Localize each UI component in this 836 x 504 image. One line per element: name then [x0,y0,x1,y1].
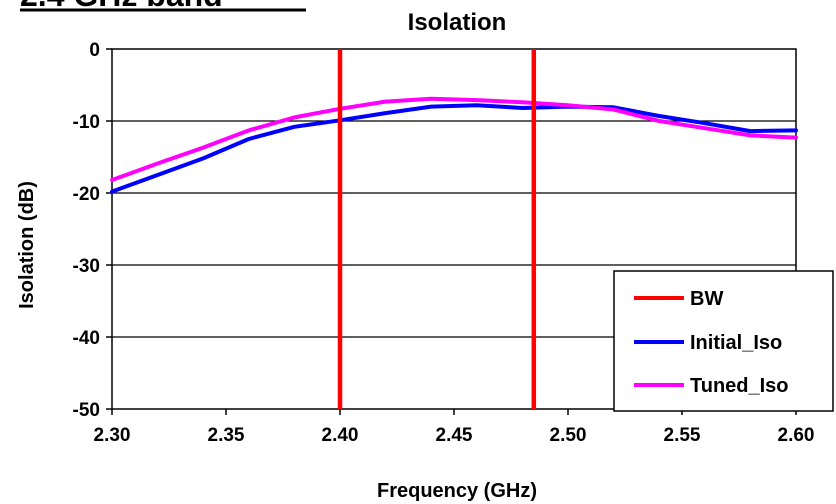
y-axis-title: Isolation (dB) [16,181,38,309]
legend-label-initial-iso: Initial_Iso [690,332,782,354]
y-tick-label: 0 [89,40,100,61]
x-tick-label: 2.60 [778,425,815,446]
chart-title: Isolation [408,9,507,36]
x-tick-label: 2.50 [550,425,587,446]
x-axis-title: Frequency (GHz) [377,480,537,502]
y-tick-label: -10 [73,112,100,133]
x-tick-label: 2.55 [664,425,701,446]
y-tick-label: -50 [73,400,100,421]
x-tick-label: 2.45 [436,425,473,446]
y-tick-label: -30 [73,256,100,277]
x-tick-label: 2.30 [94,425,131,446]
y-tick-label: -40 [73,328,100,349]
x-tick-label: 2.35 [208,425,245,446]
series-line-initial-iso [110,103,798,194]
x-tick-label: 2.40 [322,425,359,446]
legend: BW Initial_Iso Tuned_Iso [613,270,834,412]
legend-label-tuned-iso: Tuned_Iso [690,375,789,397]
legend-label-bw: BW [690,288,723,310]
series-line-tuned-iso [110,96,798,182]
y-tick-label: -20 [73,184,100,205]
